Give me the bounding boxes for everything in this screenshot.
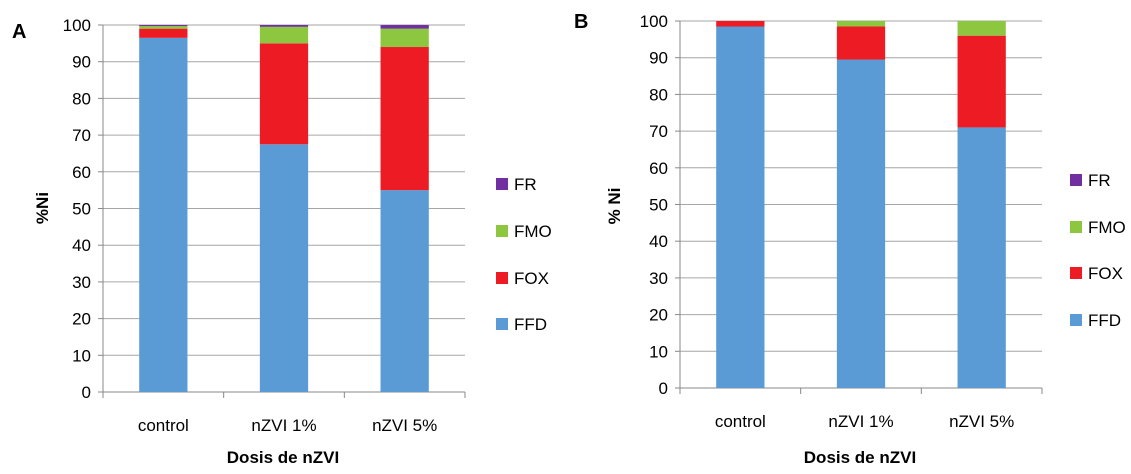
y-tick-label: 40 — [72, 236, 91, 255]
bar-segment-fox — [836, 26, 886, 60]
bar-segment-ffd — [259, 144, 309, 392]
y-tick-label: 90 — [72, 53, 91, 72]
bar-segment-ffd — [716, 26, 765, 388]
bar-segment-fmo — [836, 21, 886, 27]
chart-panel-b: B 0 10 20 30 40 50 60 70 80 90 100 control nZVI 1% nZV… — [566, 0, 1131, 474]
x-tick-label: nZVI 1% — [828, 412, 893, 431]
x-tick-label: nZVI 1% — [251, 416, 316, 435]
legend-swatch-fr — [496, 178, 508, 190]
legend-swatch-fmo — [496, 225, 508, 237]
legend-label-fmo: FMO — [1088, 218, 1126, 237]
bar-segment-fmo — [380, 28, 429, 48]
y-tick-label: 20 — [72, 310, 91, 329]
y-tick-label: 80 — [72, 89, 91, 108]
x-tick-label: nZVI 5% — [372, 416, 437, 435]
chart-panel-a: A 0 10 20 30 40 50 60 70 80 90 100 control nZVI 1% nZV… — [12, 16, 552, 467]
x-tick-label: control — [715, 412, 766, 431]
y-tick-label: 50 — [72, 200, 91, 219]
y-tick-label: 100 — [640, 12, 668, 31]
legend-swatch-fmo — [1070, 221, 1082, 233]
bar-segment-ffd — [380, 190, 429, 392]
legend-label-ffd: FFD — [1088, 311, 1121, 330]
bar-segment-fox — [957, 35, 1006, 128]
legend-label-fox: FOX — [1088, 264, 1123, 283]
legend-label-fr: FR — [1088, 171, 1111, 190]
bar-segment-fmo — [259, 26, 309, 44]
y-tick-label: 10 — [649, 342, 668, 361]
y-tick-label: 0 — [82, 383, 91, 402]
legend-swatch-fr — [1070, 174, 1082, 186]
legend-swatch-ffd — [496, 318, 508, 330]
bar-segment-fmo — [139, 26, 188, 29]
y-tick-label: 0 — [659, 379, 668, 398]
y-tick-label: 10 — [72, 346, 91, 365]
legend-swatch-fox — [1070, 267, 1082, 279]
x-axis-title: Dosis de nZVI — [804, 448, 916, 467]
bar-segment-fr — [139, 25, 188, 27]
y-tick-label: 100 — [63, 16, 91, 35]
legend-swatch-fox — [496, 272, 508, 284]
x-axis-title: Dosis de nZVI — [227, 448, 339, 467]
y-tick-label: 20 — [649, 306, 668, 325]
y-tick-label: 80 — [649, 85, 668, 104]
chart-a-svg: A 0 10 20 30 40 50 60 70 80 90 100 control nZVI 1% nZV… — [12, 16, 552, 467]
x-tick-label: control — [138, 416, 189, 435]
y-tick-label: 30 — [649, 269, 668, 288]
y-tick-label: 50 — [649, 196, 668, 215]
bar-segment-fox — [259, 43, 309, 145]
legend-swatch-ffd — [1070, 314, 1082, 326]
chart-b-svg: B 0 10 20 30 40 50 60 70 80 90 100 control nZVI 1% nZV… — [574, 11, 1126, 467]
bar-segment-fr — [259, 25, 309, 27]
bar-segment-fox — [716, 21, 765, 27]
bar-segment-ffd — [139, 37, 188, 392]
y-tick-label: 90 — [649, 49, 668, 68]
legend-label-fr: FR — [514, 175, 537, 194]
bar-segment-ffd — [957, 127, 1006, 389]
legend-label-ffd: FFD — [514, 315, 547, 334]
y-axis-title: %Ni — [33, 192, 52, 224]
legend-label-fmo: FMO — [514, 222, 552, 241]
y-tick-label: 60 — [649, 159, 668, 178]
bar-segment-fr — [380, 25, 429, 29]
y-tick-label: 60 — [72, 163, 91, 182]
panel-label: B — [574, 11, 588, 33]
panel-label: A — [12, 21, 26, 43]
bar-segment-fox — [139, 28, 188, 38]
x-tick-label: nZVI 5% — [949, 412, 1014, 431]
y-tick-label: 30 — [72, 273, 91, 292]
bar-segment-ffd — [836, 59, 886, 388]
y-tick-label: 70 — [649, 122, 668, 141]
y-tick-label: 70 — [72, 126, 91, 145]
legend-label-fox: FOX — [514, 269, 549, 288]
bar-segment-fox — [380, 47, 429, 191]
y-axis-title: % Ni — [605, 188, 624, 225]
y-tick-label: 40 — [649, 232, 668, 251]
bar-segment-fmo — [957, 21, 1006, 36]
